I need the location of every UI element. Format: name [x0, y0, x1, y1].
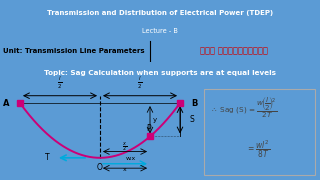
Text: Unit: Transmission Line Parameters: Unit: Transmission Line Parameters [3, 48, 144, 54]
Text: P: P [147, 124, 151, 133]
Text: $\frac{x}{2}$: $\frac{x}{2}$ [122, 140, 128, 153]
Text: $= \dfrac{wl^2}{8T}$: $= \dfrac{wl^2}{8T}$ [246, 138, 270, 160]
Text: A: A [3, 99, 9, 108]
Text: Topic: Sag Calculation when supports are at equal levels: Topic: Sag Calculation when supports are… [44, 70, 276, 76]
Text: y: y [153, 117, 157, 123]
Text: $\frac{l}{2}$: $\frac{l}{2}$ [57, 75, 63, 91]
Text: હવે ગુજરાતીમાં: હવે ગુજરાતીમાં [200, 46, 268, 55]
Text: B: B [191, 99, 197, 108]
Text: S: S [189, 115, 194, 124]
Text: x: x [123, 167, 127, 172]
Text: w.x: w.x [126, 156, 136, 161]
Text: Transmission and Distribution of Electrical Power (TDEP): Transmission and Distribution of Electri… [47, 10, 273, 16]
Text: Lecture - B: Lecture - B [142, 28, 178, 34]
Text: $\therefore$ Sag (S) = $\dfrac{w\!\left(\!\dfrac{l}{2}\!\right)^{\!2}}{2T}$: $\therefore$ Sag (S) = $\dfrac{w\!\left(… [210, 96, 277, 120]
Text: O: O [97, 163, 103, 172]
Text: $\frac{l}{2}$: $\frac{l}{2}$ [137, 75, 143, 91]
Text: T: T [45, 153, 50, 162]
